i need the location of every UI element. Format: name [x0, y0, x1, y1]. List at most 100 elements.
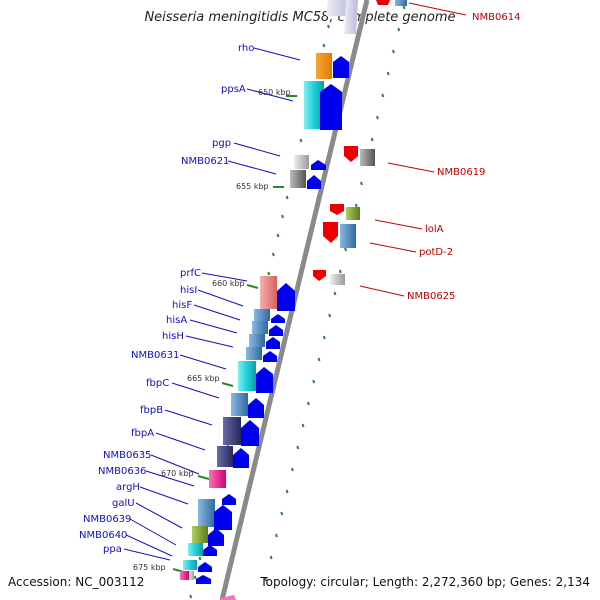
track-dot [376, 115, 379, 120]
gene-hisH[interactable] [246, 347, 277, 362]
tick-655kbp: 655 kbp [236, 182, 284, 191]
gene-argH[interactable] [198, 499, 232, 530]
label-NMB0635: NMB0635 [103, 450, 151, 461]
tick-label: 650 kbp [258, 88, 291, 97]
label-hisF: hisF [172, 300, 192, 311]
track-dot [312, 379, 316, 384]
gene-NMB0621[interactable] [290, 170, 321, 189]
tick-label: 655 kbp [236, 182, 269, 191]
tick-675kbp: 675 kbp [133, 563, 185, 573]
reverse-labels: NMB0614 NMB0619 lolA potD-2 NMB0625 [359, 12, 520, 302]
track-dot [269, 555, 273, 560]
map-title: Neisseria meningitidis MC58, complete ge… [144, 10, 456, 25]
tick-665kbp: 665 kbp [187, 374, 234, 387]
gene-fbpB[interactable] [223, 417, 259, 446]
track-dot [397, 27, 401, 32]
label-ppsA: ppsA [221, 84, 246, 95]
label-NMB0621: NMB0621 [181, 156, 229, 167]
track-dot [328, 313, 332, 318]
gene-NMB0639[interactable] [188, 543, 217, 556]
track-dot [360, 181, 363, 186]
tick-label: 665 kbp [187, 374, 220, 383]
track-dot [276, 233, 280, 238]
track-dot [354, 203, 358, 208]
gene-hisA[interactable] [249, 334, 280, 349]
track-dot [344, 247, 348, 252]
label-pgp: pgp [212, 138, 231, 149]
track-dot [381, 93, 385, 98]
accession-text: Accession: NC_003112 [8, 575, 145, 589]
gene-prfC[interactable] [260, 276, 295, 311]
label-fbpA: fbpA [131, 428, 154, 439]
gene-ppa[interactable] [180, 571, 211, 584]
track-dot [322, 43, 326, 48]
label-argH: argH [116, 482, 140, 493]
label-NMB0640: NMB0640 [79, 530, 127, 541]
label-prfC: prfC [180, 268, 201, 279]
track-dot [306, 401, 310, 406]
reverse-genes[interactable] [313, 146, 375, 285]
gene-rho[interactable] [316, 53, 349, 79]
label-galU: galU [112, 498, 135, 509]
track-dot [281, 214, 284, 219]
label-NMB0619: NMB0619 [437, 167, 485, 178]
gene-potD-2[interactable] [323, 222, 356, 248]
gene-ppsA[interactable] [304, 81, 342, 130]
label-fbpC: fbpC [146, 378, 169, 389]
gene-hisI[interactable] [254, 309, 285, 323]
gene-hisF[interactable] [252, 321, 283, 336]
track-dot [264, 577, 268, 582]
tick-650kbp: 650 kbp [258, 88, 297, 97]
gene-galU[interactable] [192, 526, 224, 546]
gene-NMB0625[interactable] [313, 270, 345, 285]
track-dot [271, 252, 275, 257]
gene-lolA[interactable] [330, 204, 360, 220]
track-dot [189, 594, 193, 599]
gene-pgp[interactable] [294, 155, 326, 170]
gene-NMB0619[interactable] [344, 146, 375, 166]
track-dot [280, 511, 284, 516]
track-dot [267, 271, 271, 276]
gene-fbpC[interactable] [231, 393, 264, 418]
label-NMB0636: NMB0636 [98, 466, 146, 477]
gene-fbpA[interactable] [217, 446, 249, 468]
track-dot [193, 575, 197, 580]
label-NMB0631: NMB0631 [131, 350, 179, 361]
track-dot [391, 49, 395, 54]
topology-text: Topology: circular; Length: 2,272,360 bp… [260, 575, 590, 589]
track-dot [317, 357, 321, 362]
track-dot [327, 24, 330, 29]
tick-660kbp: 660 kbp [212, 279, 259, 289]
gene-NMB0635[interactable] [209, 470, 226, 488]
label-hisA: hisA [166, 315, 187, 326]
track-dot [370, 137, 374, 142]
track-dot [333, 291, 337, 296]
label-hisH: hisH [162, 331, 184, 342]
label-NMB0625: NMB0625 [407, 291, 455, 302]
label-hisI: hisI [180, 285, 197, 296]
track-dot [338, 269, 342, 274]
forward-labels: rho ppsA pgp NMB0621 prfC hisI hisF hisA… [79, 43, 301, 561]
track-dot [296, 445, 300, 450]
track-dot [386, 71, 390, 76]
track-dot [285, 195, 289, 200]
tick-label: 660 kbp [212, 279, 245, 288]
label-NMB0614: NMB0614 [472, 12, 520, 23]
scale-ticks: 650 kbp 655 kbp 660 kbp 665 kbp 670 kbp … [133, 88, 297, 573]
track-dot [275, 533, 278, 538]
label-ppa: ppa [103, 544, 122, 555]
track-dot [301, 423, 305, 428]
gene-NMB0636[interactable] [222, 494, 236, 505]
track-dot [299, 138, 303, 143]
top-partial-features [220, 0, 467, 600]
tick-670kbp: 670 kbp [161, 469, 210, 480]
gene-NMB0640[interactable] [183, 560, 212, 572]
track-dot [402, 5, 406, 10]
label-potD-2: potD-2 [419, 247, 453, 258]
label-fbpB: fbpB [140, 405, 163, 416]
track-dot [285, 489, 289, 494]
gene-NMB0631[interactable] [238, 361, 273, 393]
tick-label: 675 kbp [133, 563, 166, 572]
forward-genes[interactable] [180, 53, 349, 584]
